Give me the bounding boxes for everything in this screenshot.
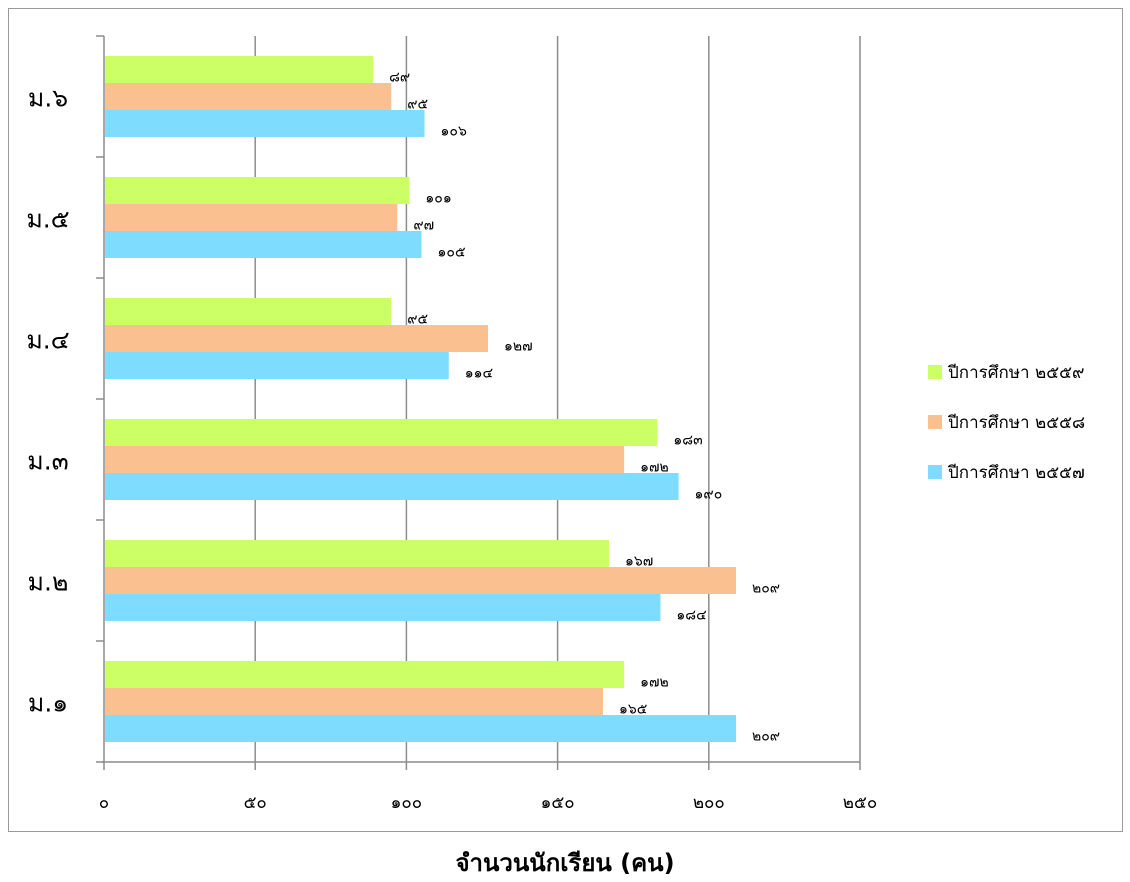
category-label: ม.๕ [26, 205, 69, 234]
legend-item-2558: ปีการศึกษา ๒๕๕๘ [928, 408, 1085, 436]
bar [105, 204, 398, 231]
category-label: ม.๒ [28, 568, 69, 597]
x-tick-label: ๑๕๐ [541, 793, 575, 813]
legend-label-2559: ปีการศึกษา ๒๕๕๙ [948, 362, 1085, 383]
bar [105, 231, 422, 258]
x-tick-label: ๒๐๐ [693, 793, 725, 813]
bar [105, 110, 425, 137]
legend-item-2557: ปีการศึกษา ๒๕๕๗ [928, 458, 1085, 486]
data-label: ๑๙๐ [695, 487, 723, 503]
data-label: ๑๗๒ [640, 675, 669, 691]
legend-swatch-2558 [928, 415, 942, 429]
bar [105, 325, 489, 352]
legend-label-2557: ปีการศึกษา ๒๕๕๗ [948, 462, 1085, 483]
category-label: ม.๓ [27, 447, 69, 476]
bar [105, 715, 737, 742]
data-label: ๙๕ [407, 97, 428, 113]
x-tick-label: ๒๕๐ [843, 793, 877, 813]
bar [105, 473, 679, 500]
data-label: ๑๖๗ [625, 554, 653, 570]
bar [105, 540, 610, 567]
bar [105, 688, 603, 715]
x-tick-label: ๕๐ [244, 793, 267, 813]
data-label: ๑๑๔ [465, 366, 493, 382]
x-tick-label: ๑๐๐ [391, 793, 423, 813]
legend: ปีการศึกษา ๒๕๕๙ ปีการศึกษา ๒๕๕๘ ปีการศึก… [928, 358, 1085, 508]
data-label: ๒๐๙ [752, 729, 780, 745]
bar [105, 419, 658, 446]
bar [105, 661, 625, 688]
x-tick-label: ๐ [99, 793, 109, 813]
legend-swatch-2559 [928, 365, 942, 379]
x-axis-title: จำนวนนักเรียน (คน) [455, 849, 675, 877]
data-label: ๘๙ [389, 70, 410, 86]
data-label: ๙๕ [407, 312, 428, 328]
bar [105, 56, 374, 83]
bar [105, 594, 661, 621]
legend-swatch-2557 [928, 465, 942, 479]
data-label: ๑๖๕ [619, 702, 647, 718]
bar [105, 177, 410, 204]
bar [105, 446, 625, 473]
data-label: ๑๐๑ [425, 191, 451, 207]
data-label: ๑๐๕ [438, 245, 466, 261]
bar [105, 352, 449, 379]
legend-item-2559: ปีการศึกษา ๒๕๕๙ [928, 358, 1085, 386]
bar [105, 567, 737, 594]
bar [105, 83, 392, 110]
category-label: ม.๖ [28, 84, 68, 113]
data-label: ๑๘๔ [676, 608, 706, 624]
category-label: ม.๔ [26, 326, 69, 355]
data-label: ๙๗ [413, 218, 434, 234]
bar [105, 298, 392, 325]
data-label: ๑๘๓ [673, 433, 702, 449]
data-label: ๒๐๙ [752, 581, 780, 597]
data-label: ๑๐๖ [441, 124, 467, 140]
category-label: ม.๑ [28, 689, 68, 718]
data-label: ๑๒๗ [504, 339, 533, 355]
data-label: ๑๗๒ [640, 460, 669, 476]
legend-label-2558: ปีการศึกษา ๒๕๕๘ [948, 412, 1086, 433]
